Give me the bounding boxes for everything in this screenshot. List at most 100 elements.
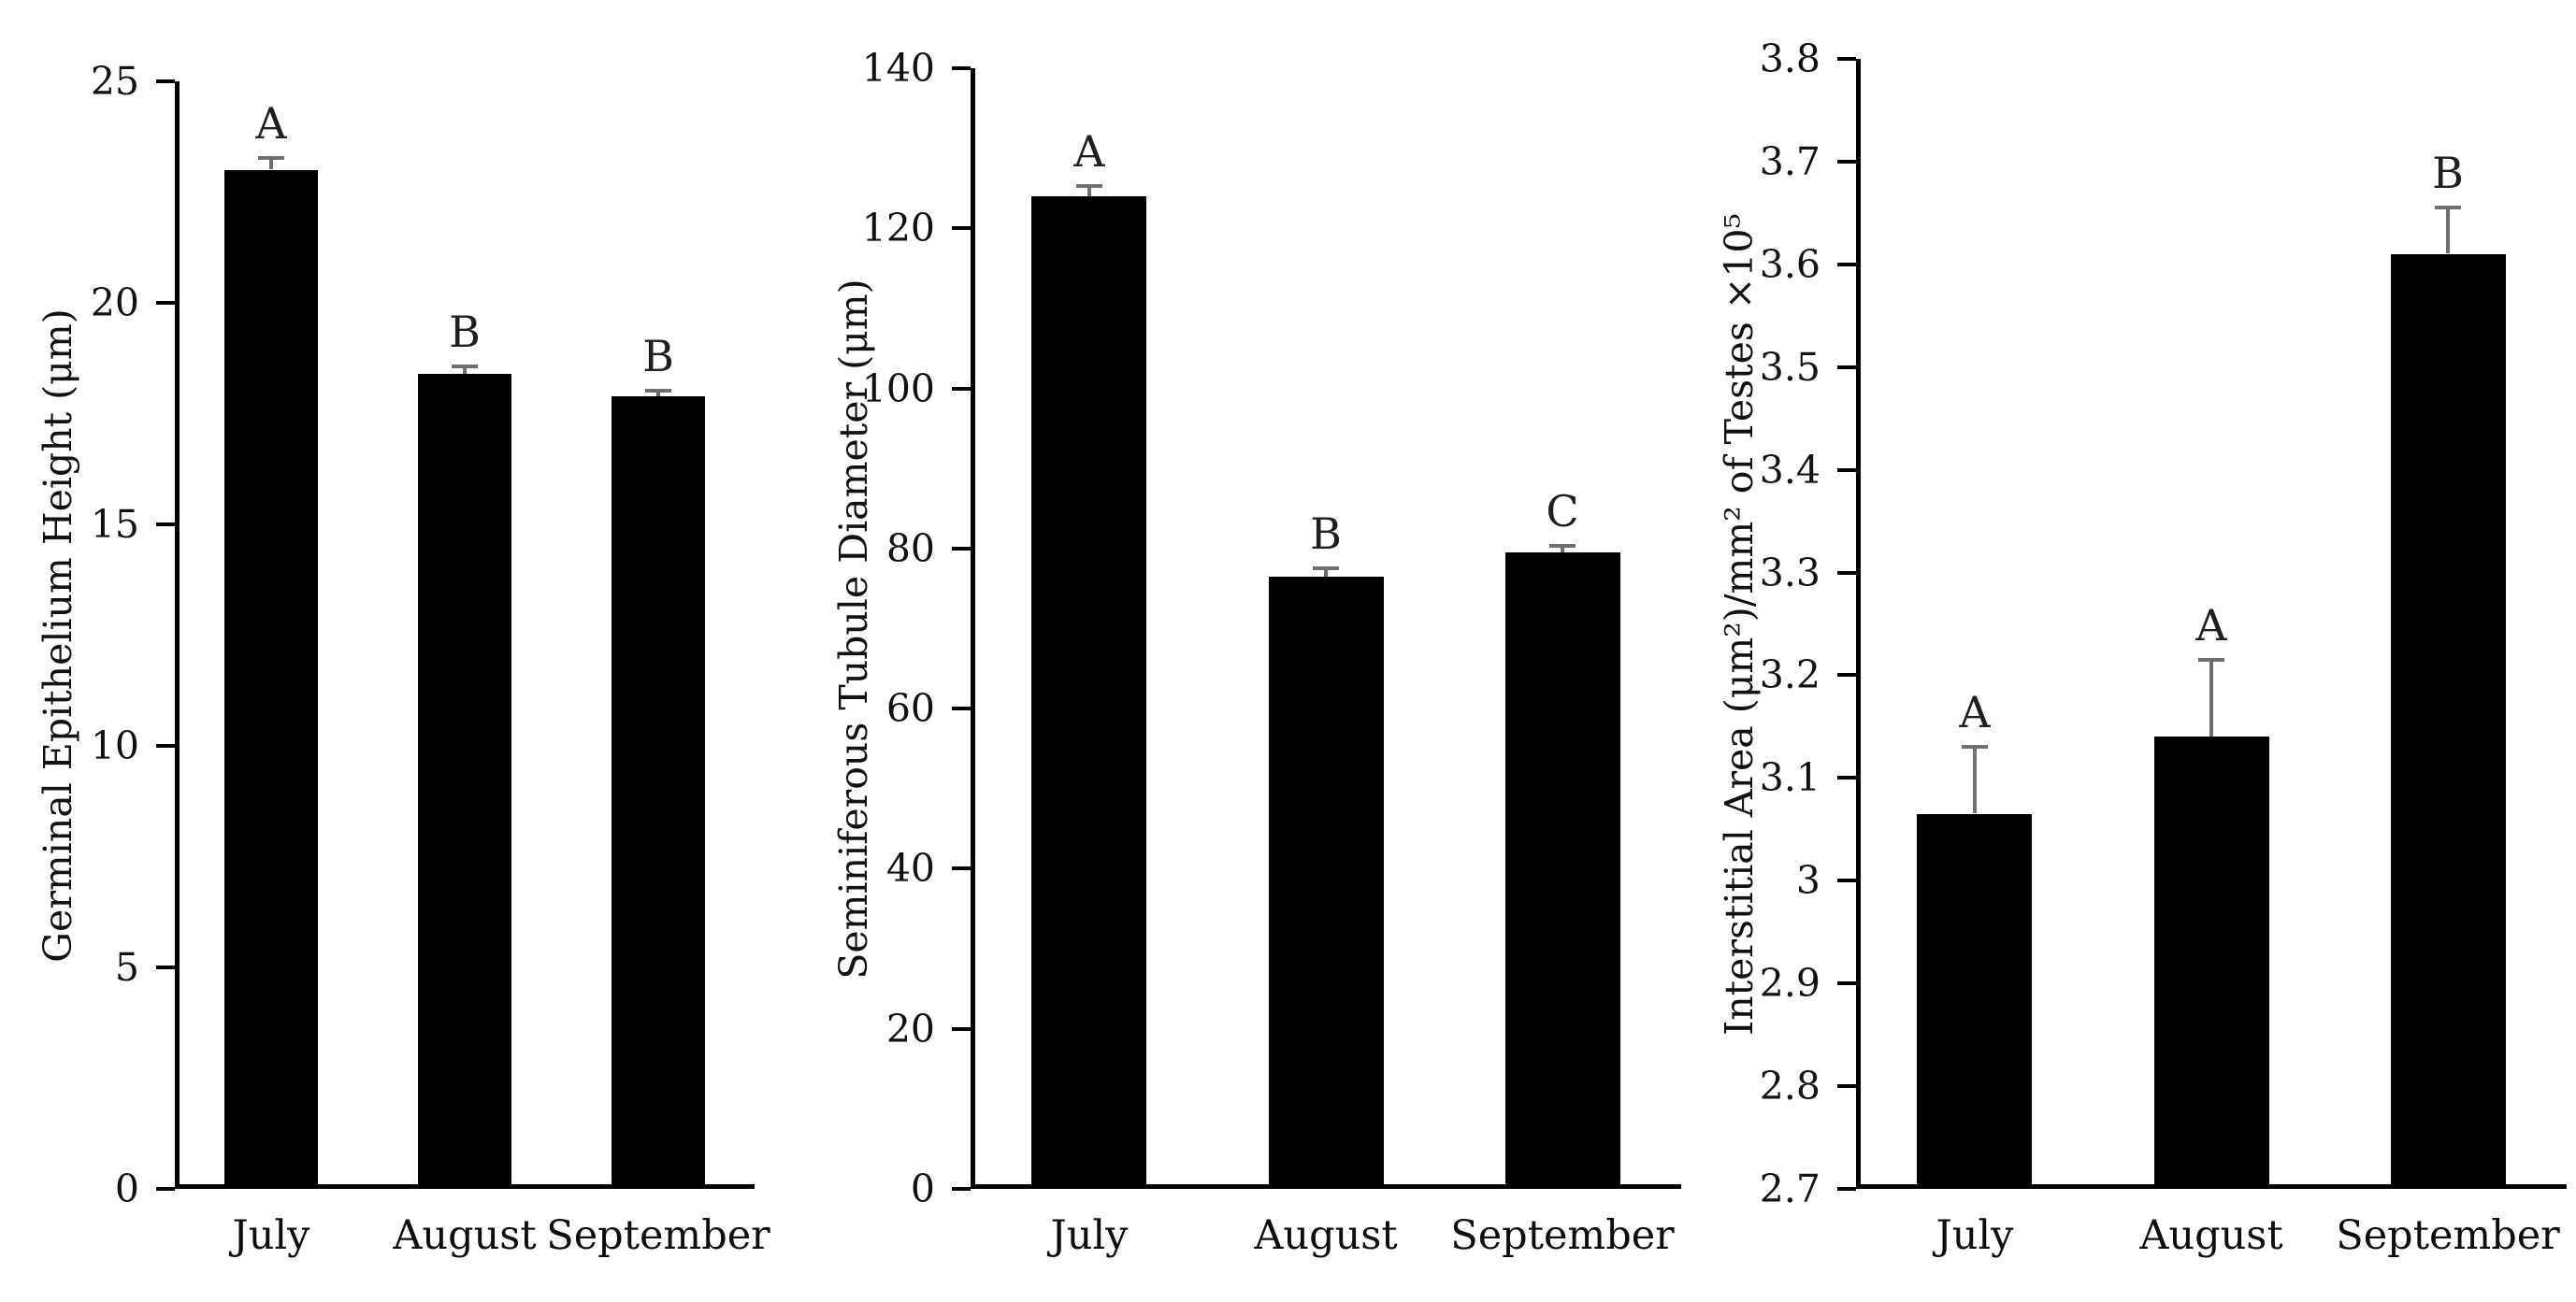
error-bar-stem bbox=[1087, 186, 1091, 196]
y-tick-mark bbox=[1837, 1187, 1856, 1191]
bar-september bbox=[1505, 552, 1620, 1189]
y-tick-mark bbox=[952, 66, 971, 70]
y-tick-label: 40 bbox=[885, 846, 935, 892]
y-tick-mark bbox=[1837, 673, 1856, 678]
significance-letter: B bbox=[2432, 148, 2464, 198]
y-tick-mark bbox=[952, 546, 971, 551]
y-tick-mark bbox=[952, 866, 971, 871]
y-tick-mark bbox=[156, 79, 175, 83]
error-bar-cap bbox=[1076, 184, 1102, 188]
y-tick-mark bbox=[1837, 1084, 1856, 1089]
bar-august bbox=[418, 374, 511, 1189]
y-tick-label: 3 bbox=[1795, 858, 1820, 904]
y-tick-mark bbox=[1837, 879, 1856, 883]
x-category-label: August bbox=[2139, 1212, 2283, 1259]
y-tick-label: 120 bbox=[861, 206, 935, 251]
x-category-label: July bbox=[1050, 1212, 1129, 1259]
y-tick-mark bbox=[156, 301, 175, 305]
y-tick-label: 3.2 bbox=[1759, 652, 1820, 698]
y-tick-mark bbox=[1837, 57, 1856, 61]
error-bar-cap bbox=[1962, 745, 1988, 749]
significance-letter: B bbox=[449, 307, 481, 357]
y-tick-label: 80 bbox=[885, 525, 935, 571]
significance-letter: B bbox=[642, 331, 674, 381]
y-tick-label: 3.3 bbox=[1759, 550, 1820, 595]
y-tick-label: 0 bbox=[910, 1166, 935, 1211]
y-tick-label: 60 bbox=[885, 686, 935, 732]
y-tick-label: 20 bbox=[885, 1006, 935, 1052]
x-category-label: August bbox=[1254, 1212, 1398, 1259]
error-bar-stem bbox=[2209, 660, 2213, 737]
x-category-label: September bbox=[1450, 1212, 1675, 1259]
y-tick-label: 140 bbox=[861, 46, 935, 91]
y-tick-mark bbox=[156, 744, 175, 748]
y-tick-mark bbox=[952, 1187, 971, 1191]
error-bar-cap bbox=[645, 389, 671, 393]
y-tick-label: 15 bbox=[90, 502, 139, 547]
x-category-label: September bbox=[2336, 1212, 2560, 1259]
error-bar-cap bbox=[1549, 544, 1576, 548]
y-axis-title: Interstitial Area (μm²)/mm² of Testes ×1… bbox=[1717, 212, 1762, 1036]
y-tick-label: 20 bbox=[90, 280, 139, 325]
y-tick-mark bbox=[1837, 981, 1856, 986]
y-tick-mark bbox=[952, 707, 971, 711]
error-bar-stem bbox=[1324, 568, 1328, 577]
x-category-label: July bbox=[1936, 1212, 2014, 1259]
bar-august bbox=[2154, 737, 2269, 1189]
error-bar-stem bbox=[656, 391, 660, 396]
error-bar-stem bbox=[463, 366, 467, 374]
y-tick-mark bbox=[1837, 262, 1856, 266]
bar-july bbox=[1031, 196, 1146, 1189]
y-tick-label: 5 bbox=[114, 945, 139, 990]
y-tick-label: 3.7 bbox=[1759, 138, 1820, 184]
error-bar-cap bbox=[258, 156, 284, 160]
error-bar-stem bbox=[2446, 207, 2450, 253]
x-category-label: July bbox=[232, 1212, 310, 1259]
y-tick-label: 2.9 bbox=[1759, 961, 1820, 1007]
y-tick-mark bbox=[1837, 159, 1856, 164]
error-bar-cap bbox=[452, 365, 478, 368]
y-tick-mark bbox=[1837, 776, 1856, 780]
y-tick-mark bbox=[952, 1026, 971, 1031]
error-bar-stem bbox=[1561, 546, 1564, 552]
y-tick-label: 3.1 bbox=[1759, 755, 1820, 801]
y-tick-label: 3.4 bbox=[1759, 447, 1820, 493]
y-tick-label: 100 bbox=[861, 365, 935, 411]
y-tick-label: 0 bbox=[114, 1166, 139, 1211]
y-tick-label: 2.7 bbox=[1759, 1166, 1820, 1211]
significance-letter: B bbox=[1310, 508, 1342, 559]
y-tick-mark bbox=[1837, 467, 1856, 472]
y-tick-label: 2.8 bbox=[1759, 1064, 1820, 1109]
x-category-label: August bbox=[393, 1212, 537, 1259]
y-tick-label: 25 bbox=[90, 59, 139, 104]
bar-september bbox=[612, 396, 705, 1189]
error-bar-stem bbox=[1973, 747, 1977, 813]
error-bar-cap bbox=[1313, 566, 1339, 570]
y-tick-mark bbox=[156, 522, 175, 526]
y-tick-mark bbox=[156, 1187, 175, 1191]
significance-letter: A bbox=[1959, 687, 1991, 737]
bar-july bbox=[224, 170, 318, 1189]
y-tick-label: 3.6 bbox=[1759, 241, 1820, 287]
y-tick-mark bbox=[1837, 570, 1856, 575]
x-category-label: September bbox=[546, 1212, 770, 1259]
significance-letter: C bbox=[1546, 486, 1579, 537]
y-tick-mark bbox=[156, 966, 175, 969]
bar-august bbox=[1269, 577, 1384, 1189]
y-tick-label: 10 bbox=[90, 723, 139, 768]
error-bar-stem bbox=[269, 158, 273, 169]
y-tick-label: 3.8 bbox=[1759, 36, 1820, 81]
y-tick-label: 3.5 bbox=[1759, 344, 1820, 390]
y-tick-mark bbox=[1837, 365, 1856, 369]
error-bar-cap bbox=[2435, 206, 2461, 209]
error-bar-cap bbox=[2198, 658, 2224, 662]
significance-letter: A bbox=[255, 98, 287, 149]
y-tick-mark bbox=[952, 386, 971, 391]
bar-september bbox=[2391, 254, 2506, 1189]
bar-july bbox=[1917, 814, 2032, 1189]
y-tick-mark bbox=[952, 226, 971, 231]
